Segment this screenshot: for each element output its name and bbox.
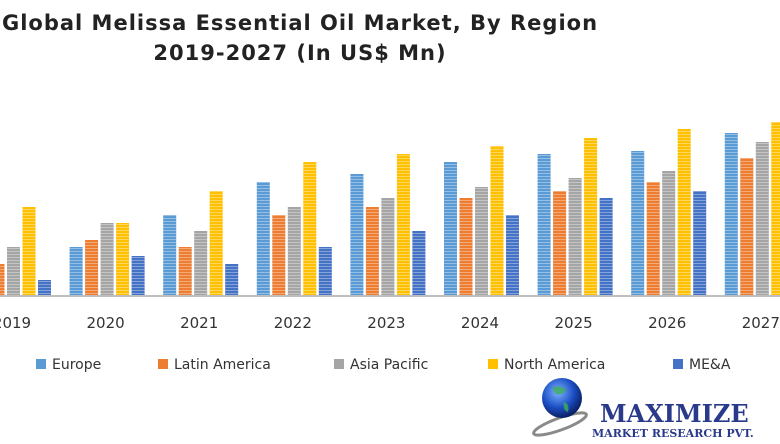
bar-texture	[693, 191, 707, 296]
bar-texture	[412, 231, 426, 296]
legend-label: Europe	[52, 357, 101, 373]
legend: Europe Latin America Asia Pacific North Ame…	[36, 357, 731, 373]
bar-texture	[116, 223, 130, 296]
legend-swatch	[488, 359, 498, 369]
bar-texture	[365, 207, 379, 296]
bar-texture	[740, 158, 754, 296]
bars-group	[0, 122, 780, 296]
bar-texture	[771, 122, 780, 296]
bar-texture	[475, 187, 488, 296]
bar-texture	[599, 198, 613, 296]
bar-texture	[677, 129, 691, 296]
bar-texture	[272, 215, 286, 296]
bar-texture	[85, 240, 99, 296]
bar-texture	[22, 207, 36, 296]
legend-label: North America	[504, 357, 605, 373]
bar-texture	[568, 178, 582, 296]
bar-texture	[100, 223, 114, 296]
bar-texture	[163, 215, 177, 296]
bar-texture	[350, 174, 364, 296]
bar-texture	[287, 207, 301, 296]
subtitle-line: 2019-2027 (In US$ Mn)	[153, 41, 447, 65]
bar-texture	[303, 162, 317, 296]
bar-texture	[225, 264, 239, 296]
bar-texture	[662, 171, 676, 296]
bar-texture	[7, 247, 20, 296]
bar-texture	[537, 154, 551, 296]
x-tick-label: 2026	[648, 314, 686, 332]
x-tick-label: 2019	[0, 314, 31, 332]
maximize-logo: MAXIMIZE MARKET RESEARCH PVT.	[530, 376, 780, 440]
bar-texture	[631, 151, 645, 296]
bar-texture	[553, 191, 567, 296]
bar-texture	[38, 280, 51, 296]
svg-text:MARKET RESEARCH PVT.: MARKET RESEARCH PVT.	[592, 427, 754, 440]
bar-texture	[256, 182, 270, 296]
bar-texture	[584, 138, 598, 296]
x-tick-labels: 2019 2020 2021 2022 2023 2024 2025 2026 2027	[0, 314, 780, 332]
legend-swatch	[158, 359, 168, 369]
x-tick-label: 2020	[87, 314, 125, 332]
legend-label: ME&A	[689, 357, 731, 373]
legend-swatch	[36, 359, 46, 369]
legend-swatch	[673, 359, 683, 369]
bar-texture	[396, 154, 410, 296]
bar-texture	[459, 198, 473, 296]
bar-texture	[318, 247, 332, 296]
chart-title: Global Melissa Essential Oil Market, By …	[0, 8, 600, 68]
x-tick-label: 2023	[367, 314, 405, 332]
globe-icon	[542, 378, 582, 418]
bar-texture	[506, 215, 519, 296]
bar-texture	[69, 247, 83, 296]
x-tick-label: 2021	[180, 314, 218, 332]
bar-texture	[755, 142, 769, 296]
x-tick-label: 2024	[461, 314, 499, 332]
bar-texture	[724, 133, 738, 296]
bar-texture	[381, 198, 395, 296]
x-tick-label: 2027	[742, 314, 780, 332]
bar-texture	[490, 146, 504, 296]
x-tick-label: 2025	[555, 314, 593, 332]
bar-texture	[131, 256, 145, 296]
bar-texture	[0, 264, 5, 296]
bar-texture	[178, 247, 192, 296]
bar-texture	[209, 191, 223, 296]
svg-text:MAXIMIZE: MAXIMIZE	[600, 399, 749, 428]
x-tick-label: 2022	[274, 314, 312, 332]
legend-swatch	[334, 359, 344, 369]
legend-label: Latin America	[174, 357, 271, 373]
bar-texture	[444, 162, 457, 296]
legend-label: Asia Pacific	[350, 357, 428, 373]
bar-texture	[646, 182, 660, 296]
title-line: Global Melissa Essential Oil Market, By …	[1, 11, 599, 35]
bar-texture	[194, 231, 208, 296]
